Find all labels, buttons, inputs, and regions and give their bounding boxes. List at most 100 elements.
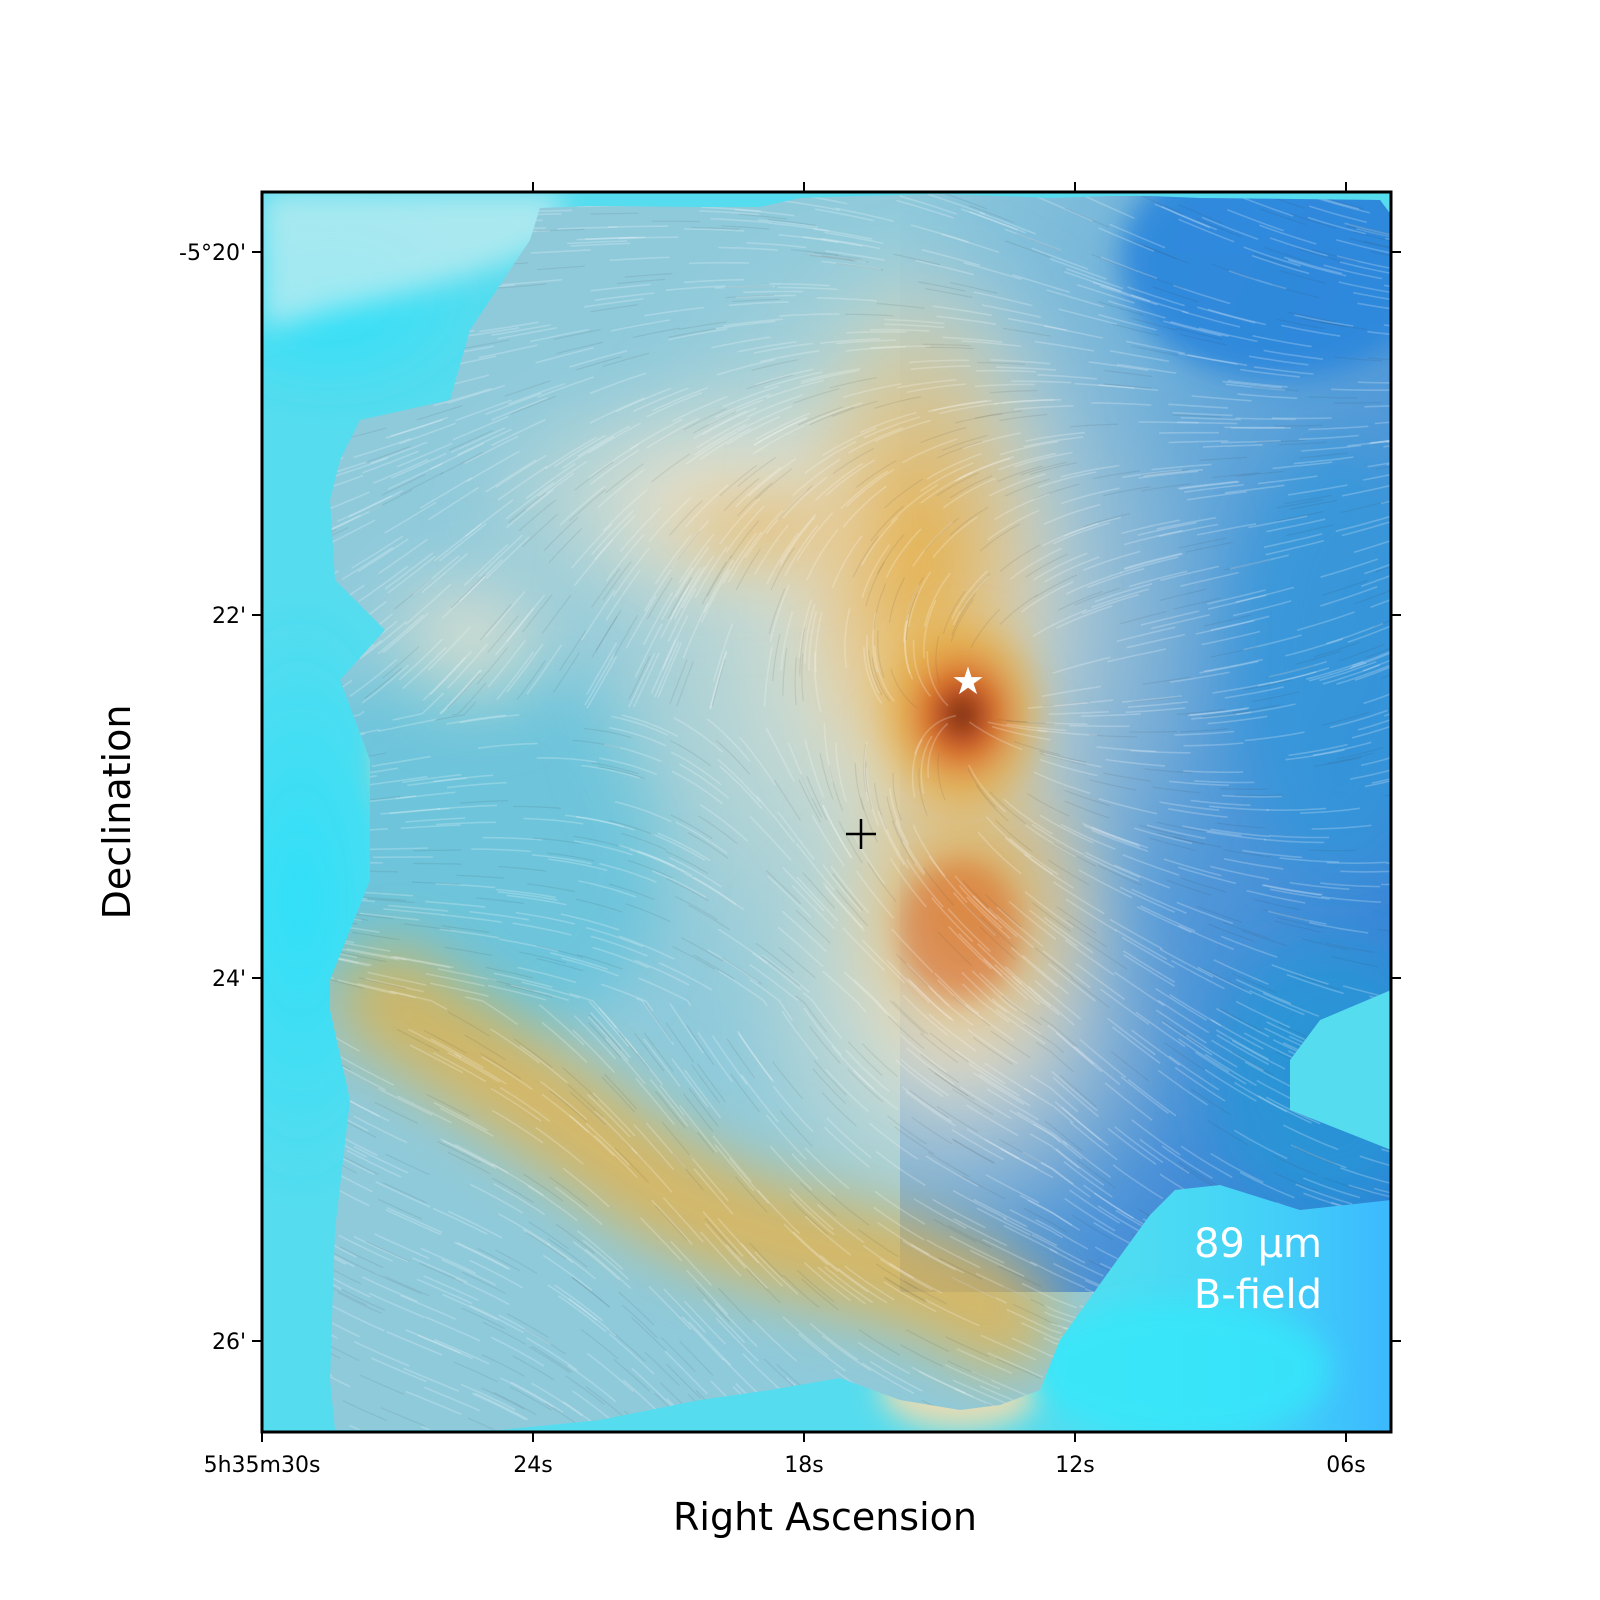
streamline [880,814,909,869]
streamline [635,1077,675,1126]
streamline [1033,771,1091,795]
streamline [1196,905,1243,923]
streamline [439,1107,494,1137]
streamline [569,350,628,368]
streamline [1270,888,1330,900]
streamline [480,1052,522,1080]
streamline [803,604,816,664]
streamline [822,970,867,1013]
streamline [780,199,841,211]
x-tick-label: 12s [1055,1453,1094,1478]
streamline [947,908,991,952]
streamline [1083,550,1141,572]
streamline [562,1401,612,1430]
streamline [1210,828,1270,838]
streamline [1120,556,1179,574]
streamline [1081,593,1140,615]
streamline [900,1058,950,1097]
streamline [702,1211,744,1257]
streamline [832,873,864,911]
streamline [573,539,614,587]
streamline [585,1386,624,1418]
streamline [749,963,799,1002]
streamline [439,928,500,939]
streamline [987,1352,1043,1378]
streamline [370,1357,427,1383]
streamline [467,1417,512,1430]
streamline [997,719,1046,724]
streamline [330,1233,347,1266]
streamline [1034,947,1073,979]
streamline [1221,794,1282,798]
streamline [629,418,683,450]
streamline [569,489,606,522]
streamline [1170,321,1229,338]
streamline [1074,587,1120,606]
streamline [739,213,787,220]
streamline [433,774,494,783]
streamline [380,1407,426,1427]
streamline [1091,829,1149,852]
streamline [1020,461,1067,476]
streamline [611,715,669,736]
streamline [737,340,797,353]
streamline [536,265,585,271]
streamline [831,400,878,418]
streamline [858,1329,900,1356]
streamline [359,977,407,990]
streamline [588,1000,630,1048]
streamline [1048,859,1090,886]
streamline [482,836,543,841]
streamline [405,583,452,625]
streamline [874,396,922,409]
streamline [592,1092,636,1137]
streamline [1160,565,1220,582]
streamline [958,933,1003,976]
streamline [358,896,407,901]
annotation-bfield: B-field [1194,1272,1322,1318]
streamline [752,952,802,991]
streamline [1346,225,1391,238]
streamline [495,1249,538,1275]
streamline [419,1262,464,1284]
streamline [573,1015,617,1060]
streamline [1155,987,1207,1021]
streamline [427,626,471,671]
streamline [1269,237,1328,257]
streamline [1183,770,1244,774]
streamline [382,1182,428,1204]
streamline [891,928,934,974]
streamline [845,1049,890,1093]
streamline [608,1333,655,1375]
streamline [621,1304,658,1339]
streamline [825,459,875,497]
streamline [902,994,949,1036]
streamline [519,1045,568,1084]
streamline [1003,1217,1058,1247]
streamline [794,657,797,706]
streamline [654,641,680,698]
streamline [1370,584,1391,609]
streamline [450,427,506,454]
streamline [576,1230,624,1271]
streamline [1212,681,1272,694]
streamline [372,458,429,485]
streamline [438,522,487,562]
streamline [804,440,857,474]
streamline [330,1227,357,1258]
streamline [553,328,601,340]
streamline [703,559,734,613]
streamline [523,817,584,825]
streamline [1100,285,1158,306]
streamline [751,359,799,372]
streamline [1268,660,1327,678]
streamline [803,1007,842,1056]
streamline [895,953,931,989]
streamline [440,451,484,475]
streamline [779,513,817,564]
streamline [890,484,939,523]
streamline [644,306,704,317]
streamline [766,532,799,585]
streamline [380,807,441,815]
streamline [362,450,419,474]
